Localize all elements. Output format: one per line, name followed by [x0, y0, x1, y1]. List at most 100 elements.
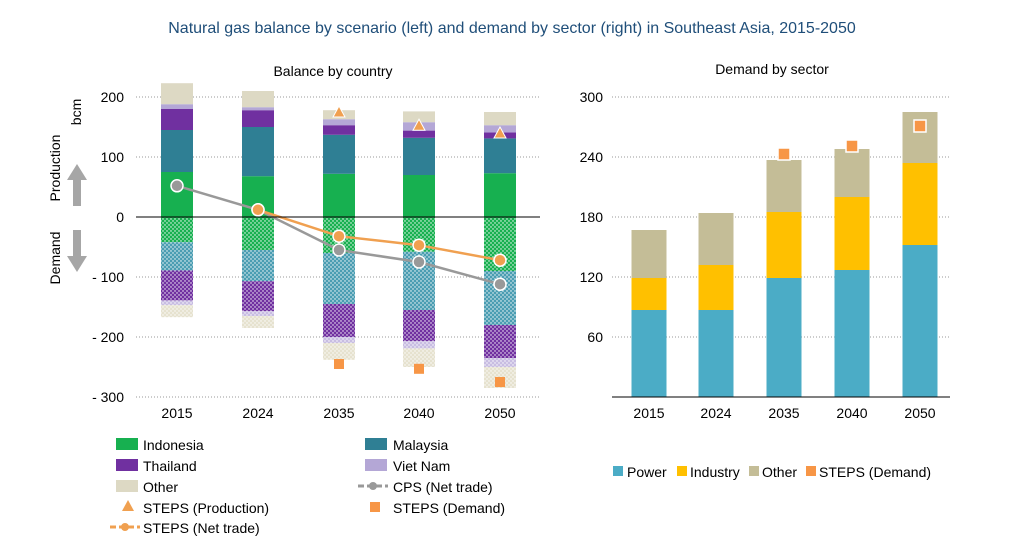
demand-bar-indonesia	[161, 217, 193, 243]
legend-label-viet-nam: Viet Nam	[393, 458, 450, 474]
legend-swatch-industry	[677, 466, 687, 476]
cps-net-trade-point	[332, 243, 346, 257]
steps-demand-sector-marker	[913, 119, 927, 133]
sector-bar-other-right	[766, 160, 802, 212]
left-unit-label: bcm	[68, 99, 84, 125]
right-x-tick-label: 2040	[836, 405, 867, 421]
legend-swatch-other-sector	[749, 466, 759, 476]
demand-bar-viet-nam	[403, 341, 435, 349]
production-bar-indonesia	[161, 172, 193, 217]
right-y-tick-label: 180	[580, 209, 604, 225]
right-legend: Power Industry Other STEPS (Demand)	[613, 464, 931, 480]
right-subtitle: Demand by sector	[715, 61, 829, 77]
legend-label-steps-production: STEPS (Production)	[143, 500, 269, 516]
production-bar-viet-nam	[323, 119, 355, 126]
legend-marker-steps-production	[122, 500, 134, 511]
demand-bar-viet-nam	[323, 337, 355, 343]
steps-production-marker	[332, 104, 346, 118]
production-bar-thailand	[161, 109, 193, 130]
production-bar-malaysia	[161, 130, 193, 172]
demand-bar-indonesia	[242, 217, 274, 250]
legend-swatch-malaysia	[365, 438, 387, 450]
right-y-tick-label: 60	[587, 329, 603, 345]
left-y-tick-label: - 200	[92, 329, 124, 345]
sector-bar-power	[834, 270, 870, 397]
production-bar-other-left	[403, 111, 435, 123]
demand-bar-thailand	[161, 270, 193, 301]
legend-swatch-power	[613, 466, 623, 476]
production-bar-thailand	[323, 125, 355, 135]
right-y-tick-label: 240	[580, 149, 604, 165]
demand-bar-thailand	[403, 310, 435, 342]
legend-label-steps-demand: STEPS (Demand)	[393, 500, 505, 516]
left-demand-label: Demand	[47, 232, 63, 285]
demand-bar-viet-nam	[242, 311, 274, 316]
steps-production-marker	[493, 125, 507, 139]
left-x-tick-label: 2035	[323, 405, 354, 421]
left-subtitle: Balance by country	[273, 63, 392, 79]
legend-swatch-viet-nam	[365, 459, 387, 471]
left-y-tick-label: - 100	[92, 269, 124, 285]
left-legend: Indonesia Malaysia Thailand Viet Nam Oth…	[110, 437, 505, 536]
production-bar-indonesia	[403, 175, 435, 217]
production-bar-malaysia	[484, 138, 516, 174]
steps-net-trade-point	[251, 203, 265, 217]
steps-net-trade-point	[493, 253, 507, 267]
cps-net-trade-point	[170, 179, 184, 193]
production-bar-viet-nam	[161, 104, 193, 109]
demand-bar-thailand	[242, 281, 274, 312]
left-y-tick-label: 200	[101, 89, 125, 105]
sector-bar-power	[631, 310, 667, 397]
demand-arrow-icon	[67, 230, 87, 272]
right-y-tick-label: 120	[580, 269, 604, 285]
sector-bar-industry	[766, 212, 802, 278]
demand-bar-malaysia	[161, 242, 193, 271]
legend-marker-steps-demand	[370, 502, 380, 512]
legend-label-malaysia: Malaysia	[393, 437, 448, 453]
production-bar-malaysia	[403, 137, 435, 175]
left-y-tick-label: 0	[116, 209, 124, 225]
sector-bar-power	[766, 278, 802, 397]
legend-label-industry: Industry	[690, 464, 740, 480]
legend-label-thailand: Thailand	[143, 458, 197, 474]
steps-net-trade-line	[257, 208, 501, 262]
demand-bar-other-left	[323, 343, 355, 360]
demand-bar-other-left	[242, 316, 274, 328]
legend-swatch-thailand	[116, 459, 138, 471]
production-bar-thailand	[242, 110, 274, 127]
sector-bar-industry	[698, 265, 734, 310]
sector-bar-industry	[834, 197, 870, 270]
legend-swatch-steps-demand-right	[806, 466, 816, 476]
demand-bar-viet-nam	[484, 358, 516, 367]
chart-title: Natural gas balance by scenario (left) a…	[168, 20, 856, 37]
legend-marker-cps-net-trade	[369, 482, 377, 490]
legend-marker-steps-net-trade	[121, 523, 129, 531]
legend-label-steps-demand-right: STEPS (Demand)	[819, 464, 931, 480]
sector-bar-power	[698, 310, 734, 397]
right-x-tick-label: 2035	[768, 405, 799, 421]
sector-bar-industry	[631, 278, 667, 310]
demand-bar-malaysia	[242, 250, 274, 282]
legend-label-power: Power	[627, 464, 667, 480]
left-x-tick-label: 2024	[242, 405, 273, 421]
right-x-tick-label: 2050	[904, 405, 935, 421]
cps-net-trade-point	[493, 277, 507, 291]
left-y-tick-label: 100	[101, 149, 125, 165]
steps-demand-sector-marker	[777, 147, 791, 161]
steps-net-trade-point	[332, 229, 346, 243]
steps-demand-marker	[495, 377, 505, 387]
steps-net-trade-point	[412, 238, 426, 252]
legend-swatch-indonesia	[116, 438, 138, 450]
legend-label-cps-net-trade: CPS (Net trade)	[393, 479, 493, 495]
legend-label-steps-net-trade: STEPS (Net trade)	[143, 520, 260, 536]
production-bar-malaysia	[323, 134, 355, 174]
right-x-tick-label: 2024	[700, 405, 731, 421]
sector-bar-other-right	[631, 230, 667, 278]
left-x-tick-label: 2050	[484, 405, 515, 421]
left-x-tick-label: 2015	[161, 405, 192, 421]
steps-demand-marker	[414, 363, 424, 374]
demand-bar-viet-nam	[161, 300, 193, 306]
legend-label-indonesia: Indonesia	[143, 437, 204, 453]
demand-bar-malaysia	[323, 253, 355, 304]
